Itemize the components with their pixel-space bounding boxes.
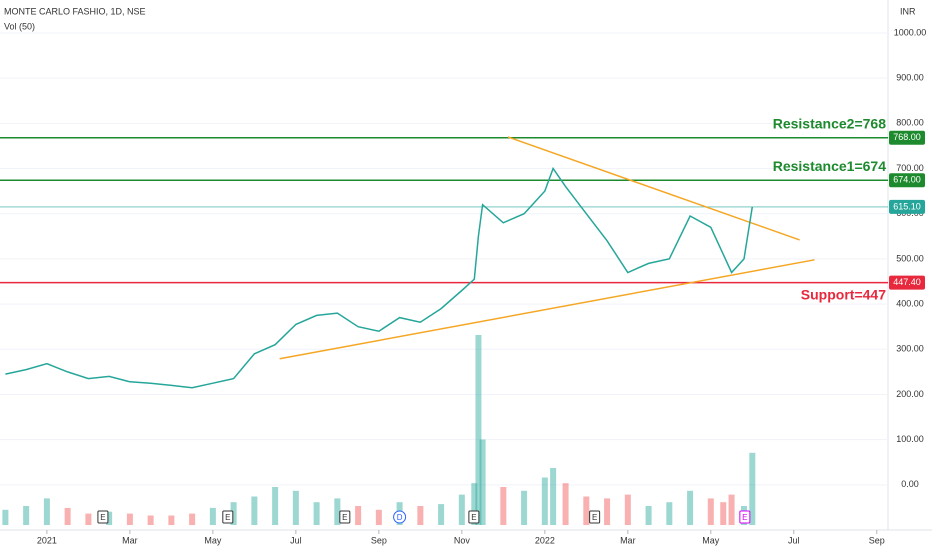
x-tick-label: Mar: [122, 535, 138, 545]
volume-bar: [562, 483, 569, 525]
event-badge: [222, 510, 234, 524]
volume-bar: [272, 487, 279, 525]
volume-bar: [355, 506, 362, 525]
level-label: 615.10: [893, 201, 921, 211]
level-note: Resistance1=674: [773, 158, 886, 174]
volume-bar: [230, 502, 237, 525]
level-note: Resistance2=768: [773, 116, 886, 132]
volume-bar: [375, 509, 382, 525]
volume-bar: [471, 483, 478, 525]
volume-bar: [666, 502, 673, 525]
y-tick-label: 800.00: [896, 118, 924, 128]
level-label: 674.00: [893, 175, 921, 185]
x-tick-label: 2021: [37, 535, 57, 545]
event-label: E: [742, 513, 747, 522]
trendline: [507, 136, 800, 241]
x-tick-label: 2022: [535, 535, 555, 545]
event-badge: [468, 510, 480, 524]
level-label-box: [889, 130, 925, 145]
volume-bar: [106, 511, 113, 525]
currency: INR: [900, 6, 916, 16]
volume-bar: [292, 490, 299, 525]
level-note: Support=447: [801, 286, 886, 302]
volume-bar: [313, 502, 320, 525]
price-line: [5, 166, 754, 389]
volume-bar: [521, 490, 528, 525]
volume-label: Vol (50): [4, 21, 35, 31]
y-tick-label: 400.00: [896, 298, 924, 308]
x-tick-label: Jul: [788, 535, 800, 545]
event-badge: [739, 510, 751, 524]
volume-bar: [749, 452, 756, 525]
level-label-box: [889, 275, 925, 290]
y-tick-label: 0.00: [901, 479, 919, 489]
volume-bar: [43, 498, 50, 525]
x-tick-label: May: [702, 535, 720, 545]
level-label-box: [889, 199, 925, 214]
volume-bar: [438, 504, 445, 525]
chart-title: MONTE CARLO FASHIO, 1D, NSE: [4, 6, 146, 16]
x-tick-label: May: [204, 535, 222, 545]
event-badge: [97, 510, 109, 524]
event-badge: [589, 510, 601, 524]
event-badge: [339, 510, 351, 524]
volume-bar: [23, 506, 30, 525]
volume-bar: [475, 335, 482, 525]
volume-bar: [720, 502, 727, 525]
event-label: E: [342, 513, 347, 522]
y-tick-label: 500.00: [896, 253, 924, 263]
level-label-box: [889, 173, 925, 188]
volume-bar: [728, 494, 735, 525]
x-tick-label: Jul: [290, 535, 302, 545]
volume-bar: [209, 507, 216, 525]
level-label: 447.40: [893, 277, 921, 287]
event-label: E: [592, 513, 597, 522]
volume-bar: [168, 515, 175, 525]
volume-bar: [479, 439, 486, 525]
event-badge: [393, 510, 407, 524]
volume-bar: [147, 515, 154, 525]
volume-bar: [550, 468, 557, 525]
y-tick-label: 700.00: [896, 163, 924, 173]
x-tick-label: Mar: [620, 535, 636, 545]
volume-bar: [541, 477, 548, 525]
y-tick-label: 100.00: [896, 434, 924, 444]
trendline: [279, 259, 815, 360]
y-tick-label: 900.00: [896, 73, 924, 83]
y-tick-label: 300.00: [896, 344, 924, 354]
level-label: 768.00: [893, 132, 921, 142]
volume-bar: [126, 513, 133, 525]
event-label: E: [471, 513, 476, 522]
volume-bar: [707, 498, 714, 525]
x-tick-label: Sep: [371, 535, 387, 545]
volume-bar: [334, 498, 341, 525]
volume-bar: [417, 506, 424, 525]
volume-bar: [604, 498, 611, 525]
volume-bar: [624, 494, 631, 525]
volume-bar: [583, 496, 590, 525]
volume-bar: [251, 496, 258, 525]
x-tick-label: Sep: [869, 535, 885, 545]
y-tick-label: 1000.00: [894, 27, 927, 37]
volume-bar: [645, 506, 652, 525]
y-tick-label: 200.00: [896, 389, 924, 399]
volume-bar: [500, 487, 507, 525]
volume-bar: [687, 490, 694, 525]
event-label: D: [397, 513, 403, 522]
volume-bar: [85, 513, 92, 525]
volume-bar: [2, 509, 9, 525]
volume-bar: [64, 507, 71, 525]
event-label: E: [225, 513, 230, 522]
volume-bar: [458, 494, 465, 525]
event-label: E: [100, 513, 105, 522]
x-tick-label: Nov: [454, 535, 471, 545]
volume-bar: [189, 513, 196, 525]
